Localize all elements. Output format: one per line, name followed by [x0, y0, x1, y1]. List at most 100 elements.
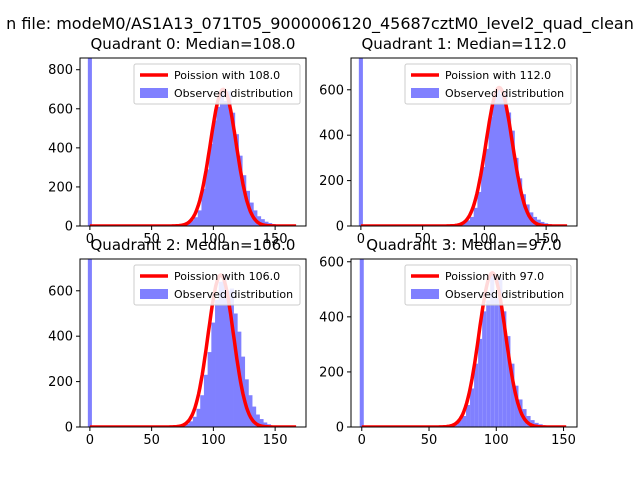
histogram-bar	[469, 216, 475, 226]
legend-hist-swatch	[140, 88, 168, 98]
y-tick-label: 400	[319, 129, 344, 144]
histogram-bar	[502, 311, 507, 427]
histogram-bar	[462, 222, 467, 226]
histogram-bar	[506, 336, 511, 427]
histogram-bar	[233, 313, 238, 427]
histogram-bar	[192, 416, 197, 427]
histogram-bar	[484, 148, 489, 226]
histogram-bar	[222, 274, 227, 427]
histogram-bar	[219, 89, 225, 226]
x-tick-label: 50	[143, 433, 160, 448]
y-tick-label: 600	[319, 255, 344, 270]
x-tick-label: 50	[143, 232, 160, 247]
subplot-3: 0 50 100 150 0 200 400 600 Poission with 97.0 Obs…	[319, 236, 578, 448]
histogram-bar	[466, 220, 471, 226]
x-tick-label: 150	[263, 232, 288, 247]
y-tick-label: 200	[319, 365, 344, 380]
axes-frame	[350, 57, 578, 227]
y-tick-label: 600	[48, 284, 73, 299]
poisson-fit-line	[360, 85, 568, 226]
legend-label-hist: Observed distribution	[174, 87, 293, 100]
y-tick-label: 200	[48, 375, 73, 390]
poisson-fit-line	[89, 87, 297, 226]
y-tick-label: 400	[48, 330, 73, 345]
histogram-bar	[248, 395, 253, 427]
histogram-bar	[231, 112, 236, 226]
y-tick-label: 0	[65, 220, 73, 235]
histogram-bar	[510, 130, 515, 226]
poisson-fit-line	[361, 271, 567, 427]
histogram-bar	[474, 363, 479, 427]
histogram-bar	[477, 191, 482, 226]
poisson-fit-line	[89, 273, 297, 427]
histogram-bar	[185, 423, 190, 427]
subplot-title: Quadrant 0: Median=108.0	[91, 35, 296, 53]
plot-area	[358, 58, 568, 226]
legend: Poission with 108.0 Observed distribution	[133, 63, 301, 105]
histogram-bar	[207, 352, 212, 427]
histogram-bar	[205, 169, 210, 226]
histogram-bar	[461, 415, 467, 427]
axes-frame	[79, 57, 307, 227]
plot-area	[359, 259, 567, 427]
legend: Poission with 112.0 Observed distribution	[404, 63, 572, 105]
legend: Poission with 106.0 Observed distribution	[133, 264, 301, 306]
histogram-bar	[201, 188, 206, 226]
plot-area	[87, 58, 297, 226]
histogram-bar	[196, 408, 201, 427]
histogram-bar	[503, 92, 508, 226]
axes-frame	[79, 258, 307, 428]
histogram-bar	[470, 388, 475, 427]
legend-label-fit: Poission with 112.0	[445, 69, 551, 82]
x-tick-label: 150	[263, 433, 288, 448]
figure-suptitle: n file: modeM0/AS1A13_071T05_9000006120_…	[6, 14, 634, 33]
x-tick-label: 100	[201, 232, 226, 247]
x-tick-label: 100	[472, 232, 497, 247]
x-tick-label: 100	[484, 433, 509, 448]
legend-hist-swatch	[411, 88, 439, 98]
y-tick-label: 0	[336, 220, 344, 235]
x-tick-label: 50	[421, 433, 438, 448]
legend-hist-swatch	[140, 289, 168, 299]
y-tick-label: 0	[65, 421, 73, 436]
legend-hist-swatch	[411, 289, 439, 299]
histogram-bar	[495, 87, 500, 226]
histogram-bar	[242, 175, 247, 226]
histogram-bar	[263, 422, 268, 427]
x-tick-label: 0	[86, 232, 94, 247]
histogram-bar	[486, 300, 491, 427]
subplot-title: Quadrant 2: Median=106.0	[91, 236, 296, 254]
y-tick-label: 200	[319, 174, 344, 189]
legend-box	[133, 264, 301, 306]
histogram-bar	[194, 217, 199, 226]
histogram-bar	[457, 420, 462, 427]
histogram-bar	[478, 338, 483, 427]
histogram-bar	[216, 106, 221, 226]
subplot-title: Quadrant 3: Median=97.0	[366, 236, 561, 254]
histogram-bar	[466, 404, 471, 427]
histogram-bar	[530, 420, 535, 427]
histogram-bar	[223, 100, 228, 226]
legend-label-fit: Poission with 97.0	[445, 270, 544, 283]
histogram-zero-bin	[359, 259, 364, 427]
x-tick-label: 0	[357, 232, 365, 247]
histogram-bar	[227, 91, 232, 226]
legend-label-hist: Observed distribution	[445, 288, 564, 301]
subplot-0: 0 50 100 150 0 200 400 600 800 Poission with 108.…	[48, 35, 307, 247]
histogram-bar	[257, 216, 262, 226]
legend-label-fit: Poission with 106.0	[174, 270, 280, 283]
histogram-bar	[226, 290, 231, 427]
x-tick-label: 150	[551, 433, 576, 448]
histogram-bar	[189, 421, 194, 427]
histogram-bar	[218, 281, 223, 427]
legend-box	[133, 63, 301, 105]
histogram-bar	[488, 117, 493, 226]
legend: Poission with 97.0 Observed distribution	[404, 264, 572, 306]
histogram-bar	[190, 220, 195, 226]
legend-box	[404, 63, 572, 105]
histogram-bar	[499, 94, 504, 226]
legend-label-fit: Poission with 108.0	[174, 69, 280, 82]
histogram-bar	[518, 178, 523, 226]
histogram-zero-bin	[87, 58, 92, 226]
